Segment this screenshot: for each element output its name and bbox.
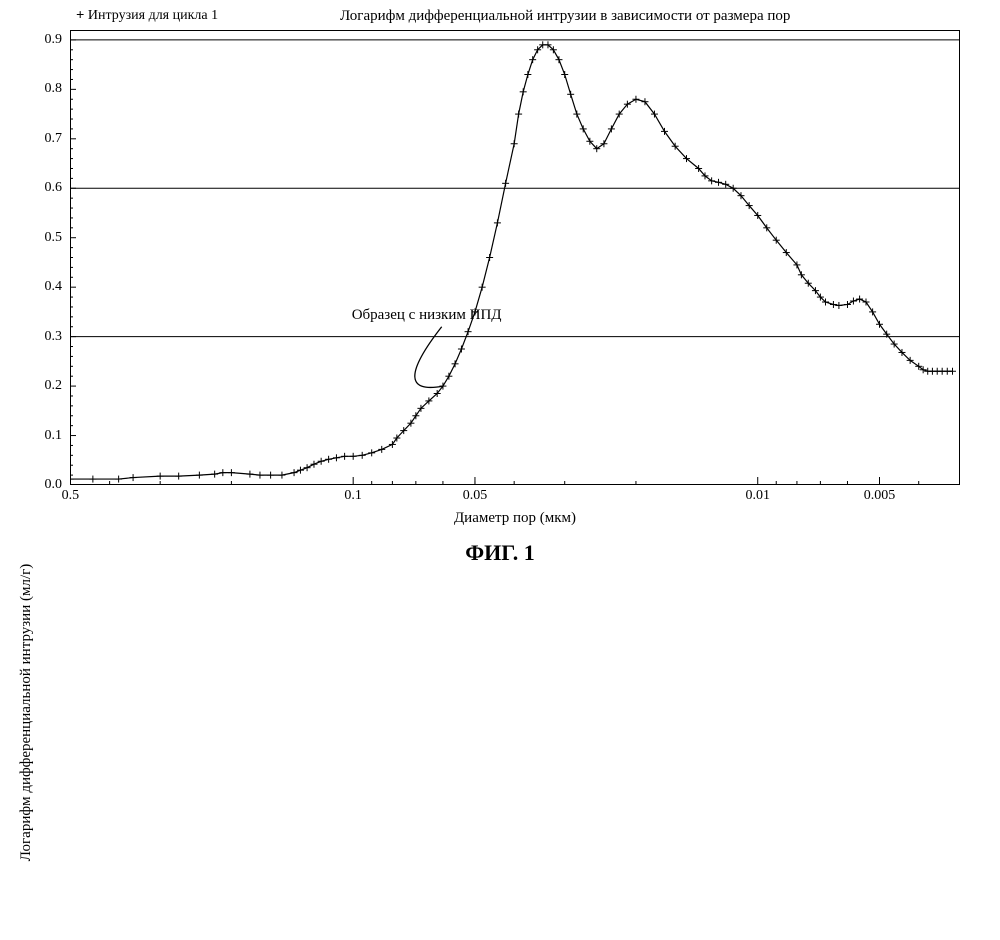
legend-marker: + xyxy=(76,8,84,24)
y-tick-label: 0.4 xyxy=(2,279,62,295)
y-tick-label: 0.3 xyxy=(2,329,62,345)
figure-caption: ФИГ. 1 xyxy=(0,540,1000,566)
x-axis-label: Диаметр пор (мкм) xyxy=(70,510,960,527)
y-tick-label: 0.9 xyxy=(2,32,62,48)
y-tick-label: 0.5 xyxy=(2,230,62,246)
x-tick-label: 0.005 xyxy=(864,488,896,504)
y-tick-label: 0.6 xyxy=(2,180,62,196)
plot-svg xyxy=(70,30,960,485)
annotation-label: Образец с низким ИПД xyxy=(352,307,502,324)
y-tick-label: 0.0 xyxy=(2,477,62,493)
x-tick-label: 0.1 xyxy=(344,488,362,504)
legend: + Интрузия для цикла 1 xyxy=(76,8,218,24)
y-tick-label: 0.2 xyxy=(2,378,62,394)
x-tick-label: 0.5 xyxy=(62,488,80,504)
x-tick-label: 0.01 xyxy=(745,488,770,504)
x-tick-label: 0.05 xyxy=(463,488,488,504)
figure-container: + Интрузия для цикла 1 Логарифм дифферен… xyxy=(0,0,1000,577)
legend-label: Интрузия для цикла 1 xyxy=(88,8,218,23)
chart-title: Логарифм дифференциальной интрузии в зав… xyxy=(340,8,970,25)
y-tick-label: 0.7 xyxy=(2,131,62,147)
y-tick-label: 0.8 xyxy=(2,81,62,97)
y-tick-label: 0.1 xyxy=(2,428,62,444)
